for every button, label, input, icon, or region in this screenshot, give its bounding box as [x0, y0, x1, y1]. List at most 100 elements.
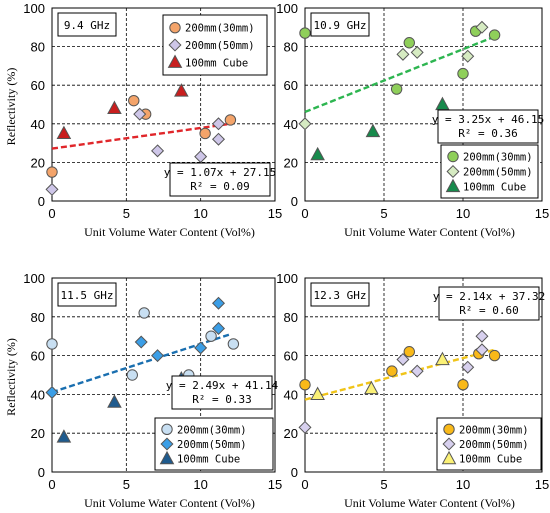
legend-label: 200mm(50mm) [185, 40, 255, 52]
legend-label: 200mm(30mm) [177, 424, 247, 436]
equation-box [437, 109, 539, 144]
legend-marker [167, 54, 183, 68]
series-2 [298, 329, 489, 434]
fit-equation: y = 2.49x + 41.14 [166, 379, 279, 392]
data-point [194, 341, 208, 355]
equation-box [438, 286, 540, 321]
legend [154, 417, 274, 471]
data-point [410, 45, 424, 59]
y-tick-label: 0 [38, 465, 45, 480]
fit-r-squared: R² = 0.36 [458, 127, 518, 140]
x-axis-label: Unit Volume Water Content (Vol%) [344, 496, 515, 510]
series-2 [298, 20, 489, 131]
y-tick-label: 20 [31, 426, 45, 441]
fit-r-squared: R² = 0.60 [459, 304, 519, 317]
y-tick-label: 60 [31, 349, 45, 364]
data-point [386, 365, 398, 377]
y-tick-label: 40 [31, 117, 45, 132]
x-tick-label: 0 [301, 206, 308, 221]
y-tick-label: 0 [291, 194, 298, 209]
data-point [298, 420, 312, 434]
legend-label: 100mm Cube [185, 57, 248, 69]
x-tick-label: 0 [301, 477, 308, 492]
chart-panel-1: 0 5 10 15 0 20 40 60 80 100 Unit Volume Water Cont… [4, 1, 282, 239]
chart-panel-2: 0 5 10 15 0 20 40 60 80 100 Unit Volume Water Cont… [276, 1, 549, 239]
chart-title: 9.4 GHz [64, 19, 110, 32]
legend-label: 200mm(50mm) [459, 439, 529, 451]
data-point [435, 351, 450, 366]
data-point [133, 107, 147, 121]
legend-marker [443, 423, 455, 436]
series-3 [56, 83, 189, 140]
legend-marker [447, 150, 459, 163]
data-point [461, 49, 475, 63]
data-point [227, 338, 240, 350]
x-tick-label: 5 [123, 206, 130, 221]
y-tick-label: 20 [284, 426, 298, 441]
data-point [134, 335, 148, 349]
y-tick-label: 100 [276, 1, 298, 16]
title-box [310, 282, 370, 307]
legend-marker [160, 437, 174, 451]
legend-marker [169, 21, 181, 34]
x-tick-label: 0 [48, 477, 55, 492]
legend-marker [446, 164, 460, 179]
y-tick-label: 60 [284, 349, 298, 364]
y-tick-label: 100 [23, 271, 45, 286]
data-point [205, 330, 217, 342]
y-tick-label: 40 [284, 387, 298, 402]
x-tick-label: 10 [193, 206, 207, 221]
data-point [107, 394, 122, 408]
equation-box [169, 162, 271, 197]
x-tick-label: 5 [380, 477, 387, 492]
y-tick-label: 0 [291, 465, 298, 480]
data-point [475, 343, 489, 357]
y-axis-label: Reflectivity (%) [4, 338, 18, 416]
data-point [211, 117, 226, 131]
data-point [56, 125, 72, 140]
legend-label: 100mm Cube [177, 454, 240, 466]
y-tick-label: 100 [276, 271, 298, 286]
y-tick-label: 60 [284, 78, 298, 93]
y-tick-label: 40 [284, 117, 298, 132]
data-point [298, 117, 312, 131]
chart-panel-3: 0 5 10 15 0 20 40 60 80 100 Unit Volume Water Cont… [4, 271, 282, 510]
series-2 [45, 296, 226, 399]
y-tick-label: 80 [31, 310, 45, 325]
data-point [46, 166, 58, 178]
x-axis-label: Unit Volume Water Content (Vol%) [84, 496, 255, 510]
data-point [138, 307, 150, 319]
legend-label: 200mm(30mm) [463, 152, 533, 164]
y-tick-label: 80 [284, 40, 298, 55]
fit-equation: y = 3.25x + 46.15 [432, 113, 545, 126]
data-point [310, 146, 325, 161]
y-tick-label: 20 [284, 155, 298, 170]
data-point [107, 100, 122, 114]
data-point [488, 29, 501, 41]
data-point [211, 296, 226, 310]
series-3 [310, 96, 450, 161]
data-point [126, 369, 138, 381]
y-axis-label: Reflectivity (%) [4, 68, 18, 146]
title-box [57, 282, 117, 307]
trendline [51, 122, 231, 150]
data-point [45, 182, 59, 196]
data-point [174, 83, 189, 97]
x-tick-label: 10 [193, 477, 207, 492]
x-tick-label: 0 [48, 206, 55, 221]
data-point [365, 123, 381, 138]
y-tick-label: 80 [31, 40, 45, 55]
data-point [457, 67, 469, 80]
legend-label: 200mm(30mm) [185, 23, 255, 35]
title-box [310, 12, 370, 37]
data-point [224, 114, 237, 126]
y-tick-label: 100 [23, 1, 45, 16]
data-point [410, 364, 424, 378]
data-point [488, 349, 501, 362]
legend-marker [168, 38, 182, 52]
legend-label: 100mm Cube [459, 454, 522, 466]
x-tick-label: 15 [535, 206, 549, 221]
legend-marker [441, 450, 457, 465]
y-tick-label: 60 [31, 78, 45, 93]
